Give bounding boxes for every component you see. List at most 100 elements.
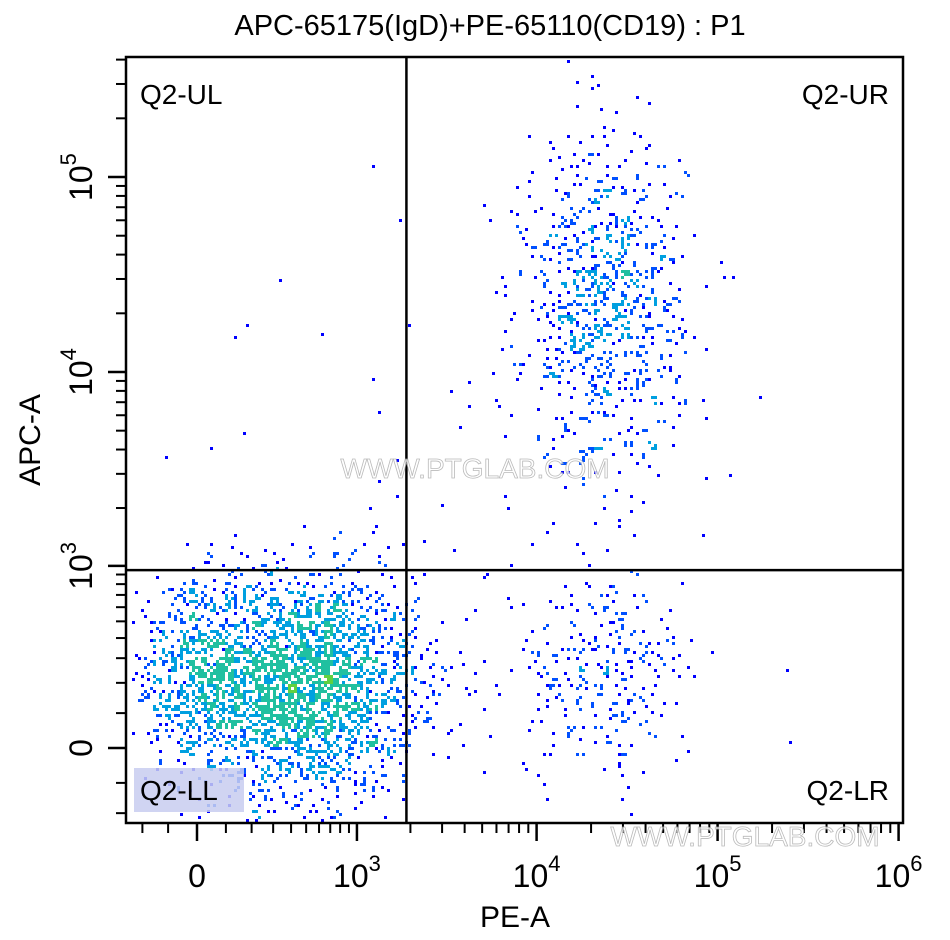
event-point bbox=[339, 771, 342, 774]
event-point bbox=[348, 618, 351, 621]
event-point bbox=[213, 765, 216, 768]
event-point bbox=[327, 723, 330, 726]
event-point bbox=[615, 663, 618, 666]
event-point bbox=[264, 693, 267, 696]
event-point bbox=[192, 720, 195, 723]
event-point bbox=[324, 621, 327, 624]
event-point bbox=[210, 717, 213, 720]
event-point bbox=[786, 669, 789, 672]
event-point bbox=[321, 759, 324, 762]
event-point bbox=[324, 735, 327, 738]
event-point bbox=[294, 795, 297, 798]
event-point bbox=[366, 678, 369, 681]
event-point bbox=[618, 303, 621, 306]
event-point bbox=[333, 609, 336, 612]
event-point bbox=[255, 669, 258, 672]
event-point bbox=[591, 303, 594, 306]
event-point bbox=[216, 633, 219, 636]
event-point bbox=[180, 693, 183, 696]
event-point bbox=[210, 630, 213, 633]
event-point bbox=[681, 735, 684, 738]
event-point bbox=[279, 651, 282, 654]
event-point bbox=[327, 672, 330, 675]
event-point bbox=[483, 771, 486, 774]
event-point bbox=[207, 726, 210, 729]
event-point bbox=[378, 624, 381, 627]
event-point bbox=[273, 738, 276, 741]
event-point bbox=[225, 654, 228, 657]
event-point bbox=[393, 618, 396, 621]
event-point bbox=[570, 594, 573, 597]
event-point bbox=[414, 666, 417, 669]
event-point bbox=[276, 660, 279, 663]
event-point bbox=[171, 603, 174, 606]
event-point bbox=[246, 702, 249, 705]
event-point bbox=[255, 753, 258, 756]
event-point bbox=[168, 693, 171, 696]
event-point bbox=[312, 765, 315, 768]
event-point bbox=[228, 573, 231, 576]
event-point bbox=[282, 618, 285, 621]
event-point bbox=[315, 666, 318, 669]
event-point bbox=[192, 660, 195, 663]
event-point bbox=[255, 654, 258, 657]
event-point bbox=[375, 735, 378, 738]
event-point bbox=[333, 633, 336, 636]
event-point bbox=[372, 531, 375, 534]
event-point bbox=[255, 705, 258, 708]
event-point bbox=[579, 255, 582, 258]
event-point bbox=[321, 717, 324, 720]
event-point bbox=[582, 366, 585, 369]
event-point bbox=[519, 372, 522, 375]
event-point bbox=[267, 711, 270, 714]
event-point bbox=[612, 453, 615, 456]
event-point bbox=[306, 582, 309, 585]
event-point bbox=[231, 546, 234, 549]
event-point bbox=[321, 681, 324, 684]
event-point bbox=[633, 306, 636, 309]
event-point bbox=[252, 753, 255, 756]
event-point bbox=[270, 642, 273, 645]
event-point bbox=[210, 732, 213, 735]
event-point bbox=[573, 648, 576, 651]
event-point bbox=[660, 657, 663, 660]
y-axis-label: APC-A bbox=[14, 394, 47, 486]
event-point bbox=[216, 639, 219, 642]
event-point bbox=[582, 477, 585, 480]
event-point bbox=[312, 669, 315, 672]
event-point bbox=[333, 645, 336, 648]
event-point bbox=[630, 744, 633, 747]
event-point bbox=[165, 729, 168, 732]
event-point bbox=[279, 618, 282, 621]
event-point bbox=[585, 393, 588, 396]
event-point bbox=[312, 630, 315, 633]
event-point bbox=[663, 246, 666, 249]
event-point bbox=[339, 651, 342, 654]
event-point bbox=[336, 660, 339, 663]
event-point bbox=[570, 207, 573, 210]
event-point bbox=[561, 243, 564, 246]
event-point bbox=[291, 660, 294, 663]
event-point bbox=[267, 765, 270, 768]
event-point bbox=[351, 735, 354, 738]
event-point bbox=[549, 336, 552, 339]
event-point bbox=[702, 534, 705, 537]
event-point bbox=[333, 624, 336, 627]
event-point bbox=[177, 609, 180, 612]
event-point bbox=[300, 747, 303, 750]
event-point bbox=[252, 702, 255, 705]
event-point bbox=[348, 660, 351, 663]
event-point bbox=[324, 645, 327, 648]
event-point bbox=[381, 603, 384, 606]
event-point bbox=[186, 543, 189, 546]
event-point bbox=[321, 777, 324, 780]
event-point bbox=[288, 726, 291, 729]
event-point bbox=[609, 222, 612, 225]
event-point bbox=[345, 714, 348, 717]
event-point bbox=[246, 555, 249, 558]
event-point bbox=[186, 666, 189, 669]
event-point bbox=[564, 192, 567, 195]
event-point bbox=[702, 399, 705, 402]
event-point bbox=[237, 762, 240, 765]
event-point bbox=[228, 741, 231, 744]
